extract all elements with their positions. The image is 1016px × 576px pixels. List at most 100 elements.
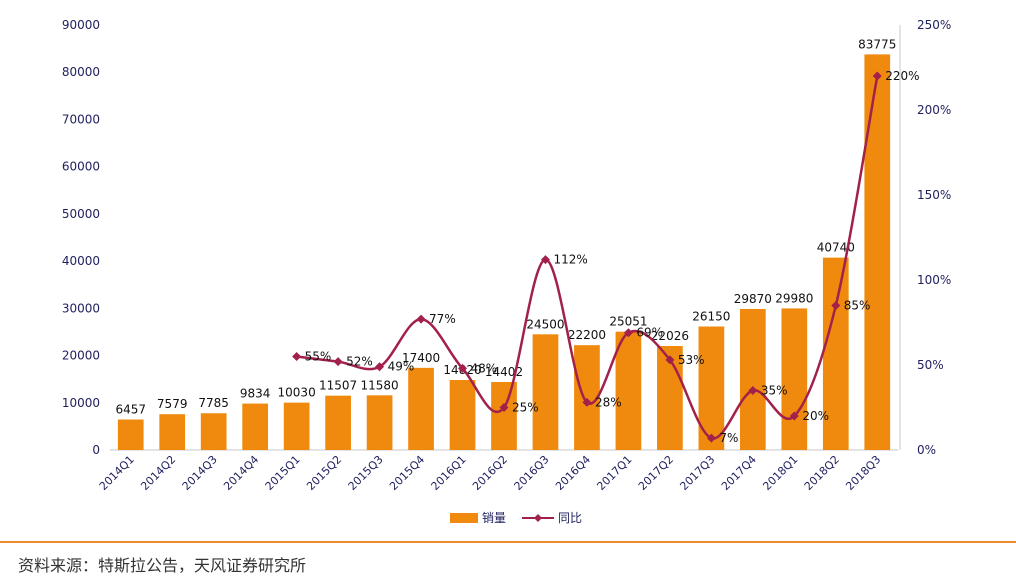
- x-tick-label: 2015Q1: [263, 453, 303, 493]
- yoy-value-label: 20%: [802, 409, 829, 423]
- x-tick-label: 2018Q1: [760, 453, 800, 493]
- yoy-point: [748, 386, 758, 395]
- bar-value-label: 11580: [360, 378, 398, 392]
- bar-value-label: 26150: [692, 310, 730, 324]
- bar: [366, 395, 393, 450]
- bar-value-label: 29980: [775, 291, 813, 305]
- bar-value-label: 29870: [734, 292, 772, 306]
- bar: [408, 367, 434, 450]
- y-left-tick-label: 80000: [62, 65, 100, 79]
- bar: [242, 403, 269, 450]
- yoy-value-label: 53%: [678, 353, 705, 367]
- yoy-value-label: 25%: [512, 401, 539, 415]
- bar-value-label: 9834: [240, 387, 271, 401]
- bar: [532, 334, 559, 450]
- yoy-point: [582, 397, 592, 407]
- legend-line-label: 同比: [558, 511, 582, 525]
- y-left-tick-label: 40000: [62, 254, 100, 268]
- x-tick-label: 2018Q2: [802, 453, 842, 493]
- yoy-value-label: 7%: [719, 431, 738, 445]
- yoy-value-label: 52%: [346, 355, 373, 369]
- x-tick-label: 2014Q2: [138, 453, 178, 493]
- x-tick-label: 2014Q1: [97, 453, 137, 493]
- yoy-point: [665, 355, 675, 365]
- bar-value-label: 17400: [402, 351, 440, 365]
- bar-value-label: 7579: [157, 397, 188, 411]
- yoy-value-label: 35%: [761, 384, 788, 398]
- y-right-tick-label: 100%: [917, 273, 951, 287]
- bar: [200, 413, 227, 450]
- x-tick-label: 2017Q2: [636, 453, 676, 493]
- x-tick-label: 2015Q3: [346, 453, 386, 493]
- source-note: 资料来源：特斯拉公告，天风证券研究所: [18, 556, 307, 575]
- yoy-series-line: [296, 75, 879, 440]
- y-left-tick-label: 60000: [62, 160, 100, 174]
- legend-line-marker: [534, 514, 542, 522]
- x-tick-label: 2017Q3: [677, 453, 717, 493]
- bar: [739, 308, 766, 450]
- sales-yoy-chart: 0 10000 20000 30000 40000 50000 60000 70000 8000…: [62, 18, 952, 525]
- yoy-point: [540, 255, 550, 265]
- yoy-point: [831, 301, 841, 310]
- yoy-point: [706, 433, 716, 443]
- bar: [781, 308, 808, 450]
- yoy-point: [499, 403, 509, 412]
- y-left-tick-label: 0: [92, 443, 100, 457]
- y-left-tick-label: 20000: [62, 349, 100, 363]
- bar-value-label: 24500: [526, 317, 564, 331]
- y-left-tick-label: 90000: [62, 18, 100, 32]
- yoy-value-label: 28%: [595, 395, 622, 409]
- bar-value-label: 25051: [609, 315, 647, 329]
- y-left-tick-label: 10000: [62, 396, 100, 410]
- yoy-value-label: 77%: [429, 312, 456, 326]
- yoy-value-label: 69%: [636, 326, 663, 340]
- bar: [615, 331, 642, 450]
- x-tick-label: 2014Q4: [221, 453, 261, 493]
- y-right-tick-label: 0%: [917, 443, 936, 457]
- bar-value-label: 22200: [568, 328, 606, 342]
- y-left-tick-label: 30000: [62, 301, 100, 315]
- legend-bar-swatch: [450, 513, 478, 523]
- bar: [325, 395, 351, 450]
- divider-line: [0, 541, 1016, 543]
- x-tick-label: 2015Q2: [304, 453, 344, 493]
- yoy-point: [789, 411, 799, 421]
- legend-bar-label: 销量: [482, 511, 506, 525]
- bar-value-label: 83775: [858, 37, 896, 51]
- y-left-tick-label: 70000: [62, 112, 100, 126]
- y-right-tick-label: 50%: [917, 358, 944, 372]
- yoy-value-label: 55%: [305, 350, 332, 364]
- yoy-value-label: 112%: [553, 253, 587, 267]
- yoy-value-label: 48%: [471, 361, 498, 375]
- bar: [574, 345, 600, 450]
- x-tick-label: 2015Q4: [387, 453, 427, 493]
- bar: [283, 402, 310, 450]
- y-right-tick-label: 200%: [917, 103, 951, 117]
- bar-value-label: 7785: [198, 396, 229, 410]
- yoy-point: [416, 314, 426, 324]
- yoy-value-label: 220%: [885, 69, 919, 83]
- bar-value-label: 40740: [817, 241, 855, 255]
- bar-value-label: 11507: [319, 379, 357, 393]
- bar: [491, 381, 517, 450]
- yoy-point: [292, 352, 302, 361]
- y-left-tick-label: 50000: [62, 207, 100, 221]
- x-tick-label: 2016Q2: [470, 453, 510, 493]
- yoy-value-label: 85%: [844, 299, 871, 313]
- yoy-point: [375, 362, 385, 372]
- x-tick-label: 2014Q3: [180, 453, 220, 493]
- yoy-point: [333, 357, 343, 367]
- y-right-tick-label: 250%: [917, 18, 951, 32]
- yoy-point: [872, 71, 882, 81]
- yoy-point: [458, 363, 468, 373]
- x-tick-label: 2018Q3: [843, 453, 883, 493]
- bar-value-label: 10030: [278, 386, 316, 400]
- bar: [822, 257, 849, 450]
- x-tick-label: 2016Q4: [553, 453, 593, 493]
- yoy-value-label: 49%: [388, 360, 415, 374]
- x-tick-label: 2016Q1: [429, 453, 469, 493]
- yoy-point: [623, 328, 633, 338]
- x-tick-label: 2017Q1: [594, 453, 634, 493]
- bar: [864, 54, 891, 450]
